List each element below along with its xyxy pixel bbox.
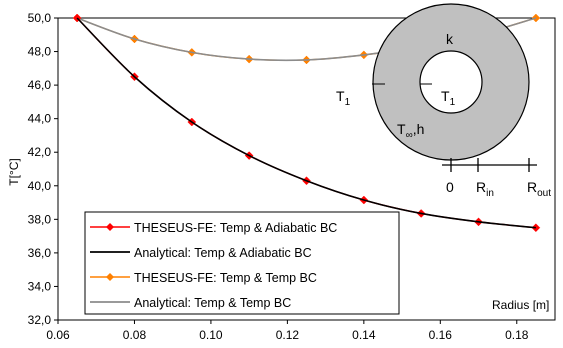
- y-tick-label: 38,0: [28, 212, 52, 226]
- plot-area: [57, 17, 556, 321]
- y-axis-title: T[°C]: [7, 158, 21, 185]
- x-tick-label: 0.12: [276, 328, 300, 342]
- x-axis-title: Radius [m]: [492, 298, 549, 312]
- series-line: [76, 17, 536, 229]
- y-tick-label: 42,0: [28, 145, 52, 159]
- scale-rin-label: Rin: [476, 179, 494, 199]
- axes: 0.06 0.08 0.10 0.12 0.14 0.16 0.18 32,0 34,0 36,0…: [28, 11, 529, 342]
- y-tick-label: 34,0: [28, 279, 52, 293]
- y-tick-label: 44,0: [28, 112, 52, 126]
- inner-hole: [419, 50, 483, 114]
- legend-marker: [106, 223, 114, 231]
- scale-zero-label: 0: [446, 179, 454, 195]
- legend-label: Analytical: Temp & Adiabatic BC: [134, 246, 312, 260]
- x-tick-label: 0.14: [352, 328, 376, 342]
- y-tick-label: 32,0: [28, 313, 52, 327]
- legend-label: THESEUS-FE: Temp & Temp BC: [134, 271, 317, 285]
- y-tick-label: 48,0: [28, 45, 52, 59]
- annular-cylinder-diagram: k T1 T1 T∞,h 0 Rin Rout: [336, 3, 551, 199]
- left-temperature-label: T1: [336, 88, 351, 108]
- scale-rout-label: Rout: [527, 179, 551, 199]
- y-tick-label: 50,0: [28, 11, 52, 25]
- x-tick-label: 0.06: [46, 328, 70, 342]
- convection-label: T∞,h: [397, 121, 424, 141]
- x-tick-label: 0.08: [123, 328, 147, 342]
- inner-temperature-label: T1: [441, 88, 456, 108]
- legend-label: THESEUS-FE: Temp & Adiabatic BC: [134, 221, 337, 235]
- y-tick-label: 46,0: [28, 78, 52, 92]
- legend-box: [84, 211, 400, 315]
- x-tick-label: 0.18: [505, 328, 529, 342]
- conductivity-label: k: [446, 31, 454, 47]
- legend: THESEUS-FE: Temp & Adiabatic BC Analytica…: [84, 211, 400, 315]
- x-tick-label: 0.16: [429, 328, 453, 342]
- y-tick-label: 40,0: [28, 179, 52, 193]
- legend-marker: [106, 273, 114, 281]
- legend-label: Analytical: Temp & Temp BC: [134, 296, 291, 310]
- radius-scale-bar: [442, 158, 537, 172]
- x-tick-label: 0.10: [199, 328, 223, 342]
- y-tick-label: 36,0: [28, 246, 52, 260]
